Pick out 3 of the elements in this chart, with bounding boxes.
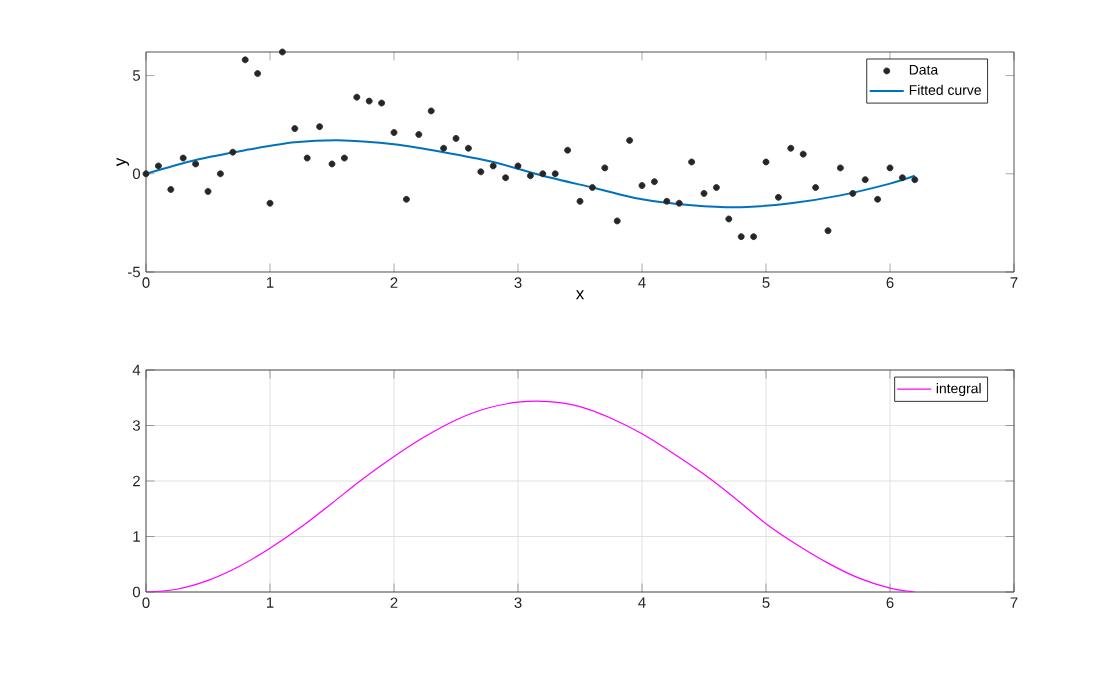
- line-series: [146, 400, 916, 592]
- x-axis-title: x: [575, 290, 585, 300]
- y-axis-title: y: [116, 157, 129, 167]
